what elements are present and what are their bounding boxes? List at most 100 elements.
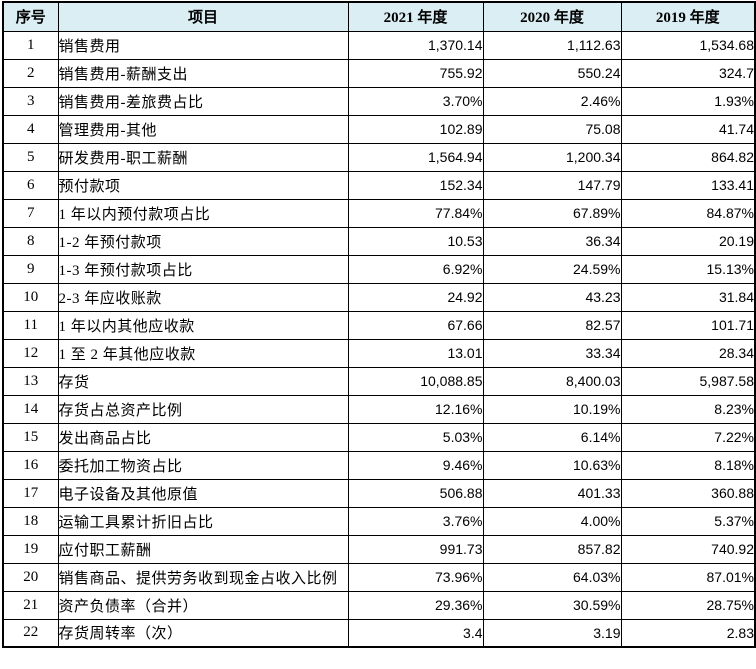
value-2019-cell: 1,534.68 xyxy=(620,30,756,60)
table-row: 1 销售费用 1,370.14 1,112.63 1,534.68 xyxy=(2,30,756,60)
value-2019-cell: 7.22% xyxy=(620,422,756,452)
value-2021-cell: 506.88 xyxy=(347,478,484,508)
item-name-cell: 存货周转率（次） xyxy=(57,618,349,648)
value-2021-cell: 6.92% xyxy=(347,254,484,284)
item-name-cell: 销售费用 xyxy=(57,30,349,60)
value-2020-cell: 64.03% xyxy=(482,562,622,592)
value-2019-cell: 28.75% xyxy=(620,590,756,620)
table-body: 1 销售费用 1,370.14 1,112.63 1,534.68 2 销售费用-薪酬支出 7… xyxy=(2,30,756,648)
item-name-cell: 电子设备及其他原值 xyxy=(57,478,349,508)
value-2020-cell: 10.63% xyxy=(482,450,622,480)
table-row: 3 销售费用-差旅费占比 3.70% 2.46% 1.93% xyxy=(2,86,756,116)
document-page: 序号 项目 2021 年度 2020 年度 2019 年度 1 销售费用 1,370.14 1… xyxy=(2,1,756,648)
table-row: 19 应付职工薪酬 991.73 857.82 740.92 xyxy=(2,534,756,564)
row-number-cell: 15 xyxy=(2,422,59,452)
row-number-cell: 22 xyxy=(2,618,59,648)
value-2019-cell: 101.71 xyxy=(620,310,756,340)
value-2021-cell: 12.16% xyxy=(347,394,484,424)
value-2021-cell: 1,564.94 xyxy=(347,142,484,172)
value-2021-cell: 73.96% xyxy=(347,562,484,592)
item-name-cell: 1-3 年预付款项占比 xyxy=(57,254,349,284)
value-2021-cell: 13.01 xyxy=(347,338,484,368)
table-row: 13 存货 10,088.85 8,400.03 5,987.58 xyxy=(2,366,756,396)
table-row: 18 运输工具累计折旧占比 3.76% 4.00% 5.37% xyxy=(2,506,756,536)
value-2021-cell: 10,088.85 xyxy=(347,366,484,396)
value-2020-cell: 2.46% xyxy=(482,86,622,116)
value-2020-cell: 6.14% xyxy=(482,422,622,452)
item-name-cell: 1 年以内预付款项占比 xyxy=(57,198,349,228)
table-row: 15 发出商品占比 5.03% 6.14% 7.22% xyxy=(2,422,756,452)
value-2021-cell: 24.92 xyxy=(347,282,484,312)
table-row: 20 销售商品、提供劳务收到现金占收入比例 73.96% 64.03% 87.01% xyxy=(2,562,756,592)
table-row: 2 销售费用-薪酬支出 755.92 550.24 324.7 xyxy=(2,58,756,88)
value-2019-cell: 1.93% xyxy=(620,86,756,116)
value-2019-cell: 133.41 xyxy=(620,170,756,200)
row-number-cell: 1 xyxy=(2,30,59,60)
item-name-cell: 1 至 2 年其他应收款 xyxy=(57,338,349,368)
row-number-cell: 20 xyxy=(2,562,59,592)
value-2020-cell: 36.34 xyxy=(482,226,622,256)
value-2020-cell: 4.00% xyxy=(482,506,622,536)
row-number-cell: 13 xyxy=(2,366,59,396)
row-number-cell: 2 xyxy=(2,58,59,88)
value-2021-cell: 102.89 xyxy=(347,114,484,144)
item-name-cell: 委托加工物资占比 xyxy=(57,450,349,480)
item-name-cell: 发出商品占比 xyxy=(57,422,349,452)
value-2020-cell: 550.24 xyxy=(482,58,622,88)
column-header-2019: 2019 年度 xyxy=(620,1,756,32)
row-number-cell: 21 xyxy=(2,590,59,620)
value-2019-cell: 28.34 xyxy=(620,338,756,368)
item-name-cell: 1-2 年预付款项 xyxy=(57,226,349,256)
value-2019-cell: 31.84 xyxy=(620,282,756,312)
table-row: 11 1 年以内其他应收款 67.66 82.57 101.71 xyxy=(2,310,756,340)
financial-table: 序号 项目 2021 年度 2020 年度 2019 年度 1 销售费用 1,370.14 1… xyxy=(2,1,756,648)
value-2019-cell: 324.7 xyxy=(620,58,756,88)
item-name-cell: 预付款项 xyxy=(57,170,349,200)
item-name-cell: 运输工具累计折旧占比 xyxy=(57,506,349,536)
value-2020-cell: 24.59% xyxy=(482,254,622,284)
row-number-cell: 12 xyxy=(2,338,59,368)
value-2020-cell: 1,112.63 xyxy=(482,30,622,60)
column-header-2021: 2021 年度 xyxy=(347,1,484,32)
row-number-cell: 10 xyxy=(2,282,59,312)
value-2021-cell: 77.84% xyxy=(347,198,484,228)
value-2020-cell: 30.59% xyxy=(482,590,622,620)
column-header-index: 序号 xyxy=(2,1,59,32)
table-row: 4 管理费用-其他 102.89 75.08 41.74 xyxy=(2,114,756,144)
item-name-cell: 销售费用-薪酬支出 xyxy=(57,58,349,88)
value-2019-cell: 2.83 xyxy=(620,618,756,648)
row-number-cell: 17 xyxy=(2,478,59,508)
row-number-cell: 3 xyxy=(2,86,59,116)
value-2020-cell: 67.89% xyxy=(482,198,622,228)
value-2019-cell: 41.74 xyxy=(620,114,756,144)
item-name-cell: 研发费用-职工薪酬 xyxy=(57,142,349,172)
table-row: 22 存货周转率（次） 3.4 3.19 2.83 xyxy=(2,618,756,648)
value-2021-cell: 3.4 xyxy=(347,618,484,648)
item-name-cell: 1 年以内其他应收款 xyxy=(57,310,349,340)
item-name-cell: 存货 xyxy=(57,366,349,396)
table-row: 5 研发费用-职工薪酬 1,564.94 1,200.34 864.82 xyxy=(2,142,756,172)
value-2021-cell: 5.03% xyxy=(347,422,484,452)
value-2021-cell: 991.73 xyxy=(347,534,484,564)
value-2019-cell: 15.13% xyxy=(620,254,756,284)
item-name-cell: 销售费用-差旅费占比 xyxy=(57,86,349,116)
table-row: 9 1-3 年预付款项占比 6.92% 24.59% 15.13% xyxy=(2,254,756,284)
value-2020-cell: 3.19 xyxy=(482,618,622,648)
row-number-cell: 19 xyxy=(2,534,59,564)
value-2021-cell: 152.34 xyxy=(347,170,484,200)
value-2020-cell: 82.57 xyxy=(482,310,622,340)
value-2021-cell: 29.36% xyxy=(347,590,484,620)
table-row: 21 资产负债率（合并） 29.36% 30.59% 28.75% xyxy=(2,590,756,620)
table-row: 6 预付款项 152.34 147.79 133.41 xyxy=(2,170,756,200)
table-header: 序号 项目 2021 年度 2020 年度 2019 年度 xyxy=(2,1,756,32)
row-number-cell: 4 xyxy=(2,114,59,144)
value-2019-cell: 84.87% xyxy=(620,198,756,228)
row-number-cell: 11 xyxy=(2,310,59,340)
value-2019-cell: 87.01% xyxy=(620,562,756,592)
item-name-cell: 资产负债率（合并） xyxy=(57,590,349,620)
value-2020-cell: 147.79 xyxy=(482,170,622,200)
column-header-2020: 2020 年度 xyxy=(482,1,622,32)
table-row: 14 存货占总资产比例 12.16% 10.19% 8.23% xyxy=(2,394,756,424)
value-2019-cell: 5,987.58 xyxy=(620,366,756,396)
value-2020-cell: 10.19% xyxy=(482,394,622,424)
